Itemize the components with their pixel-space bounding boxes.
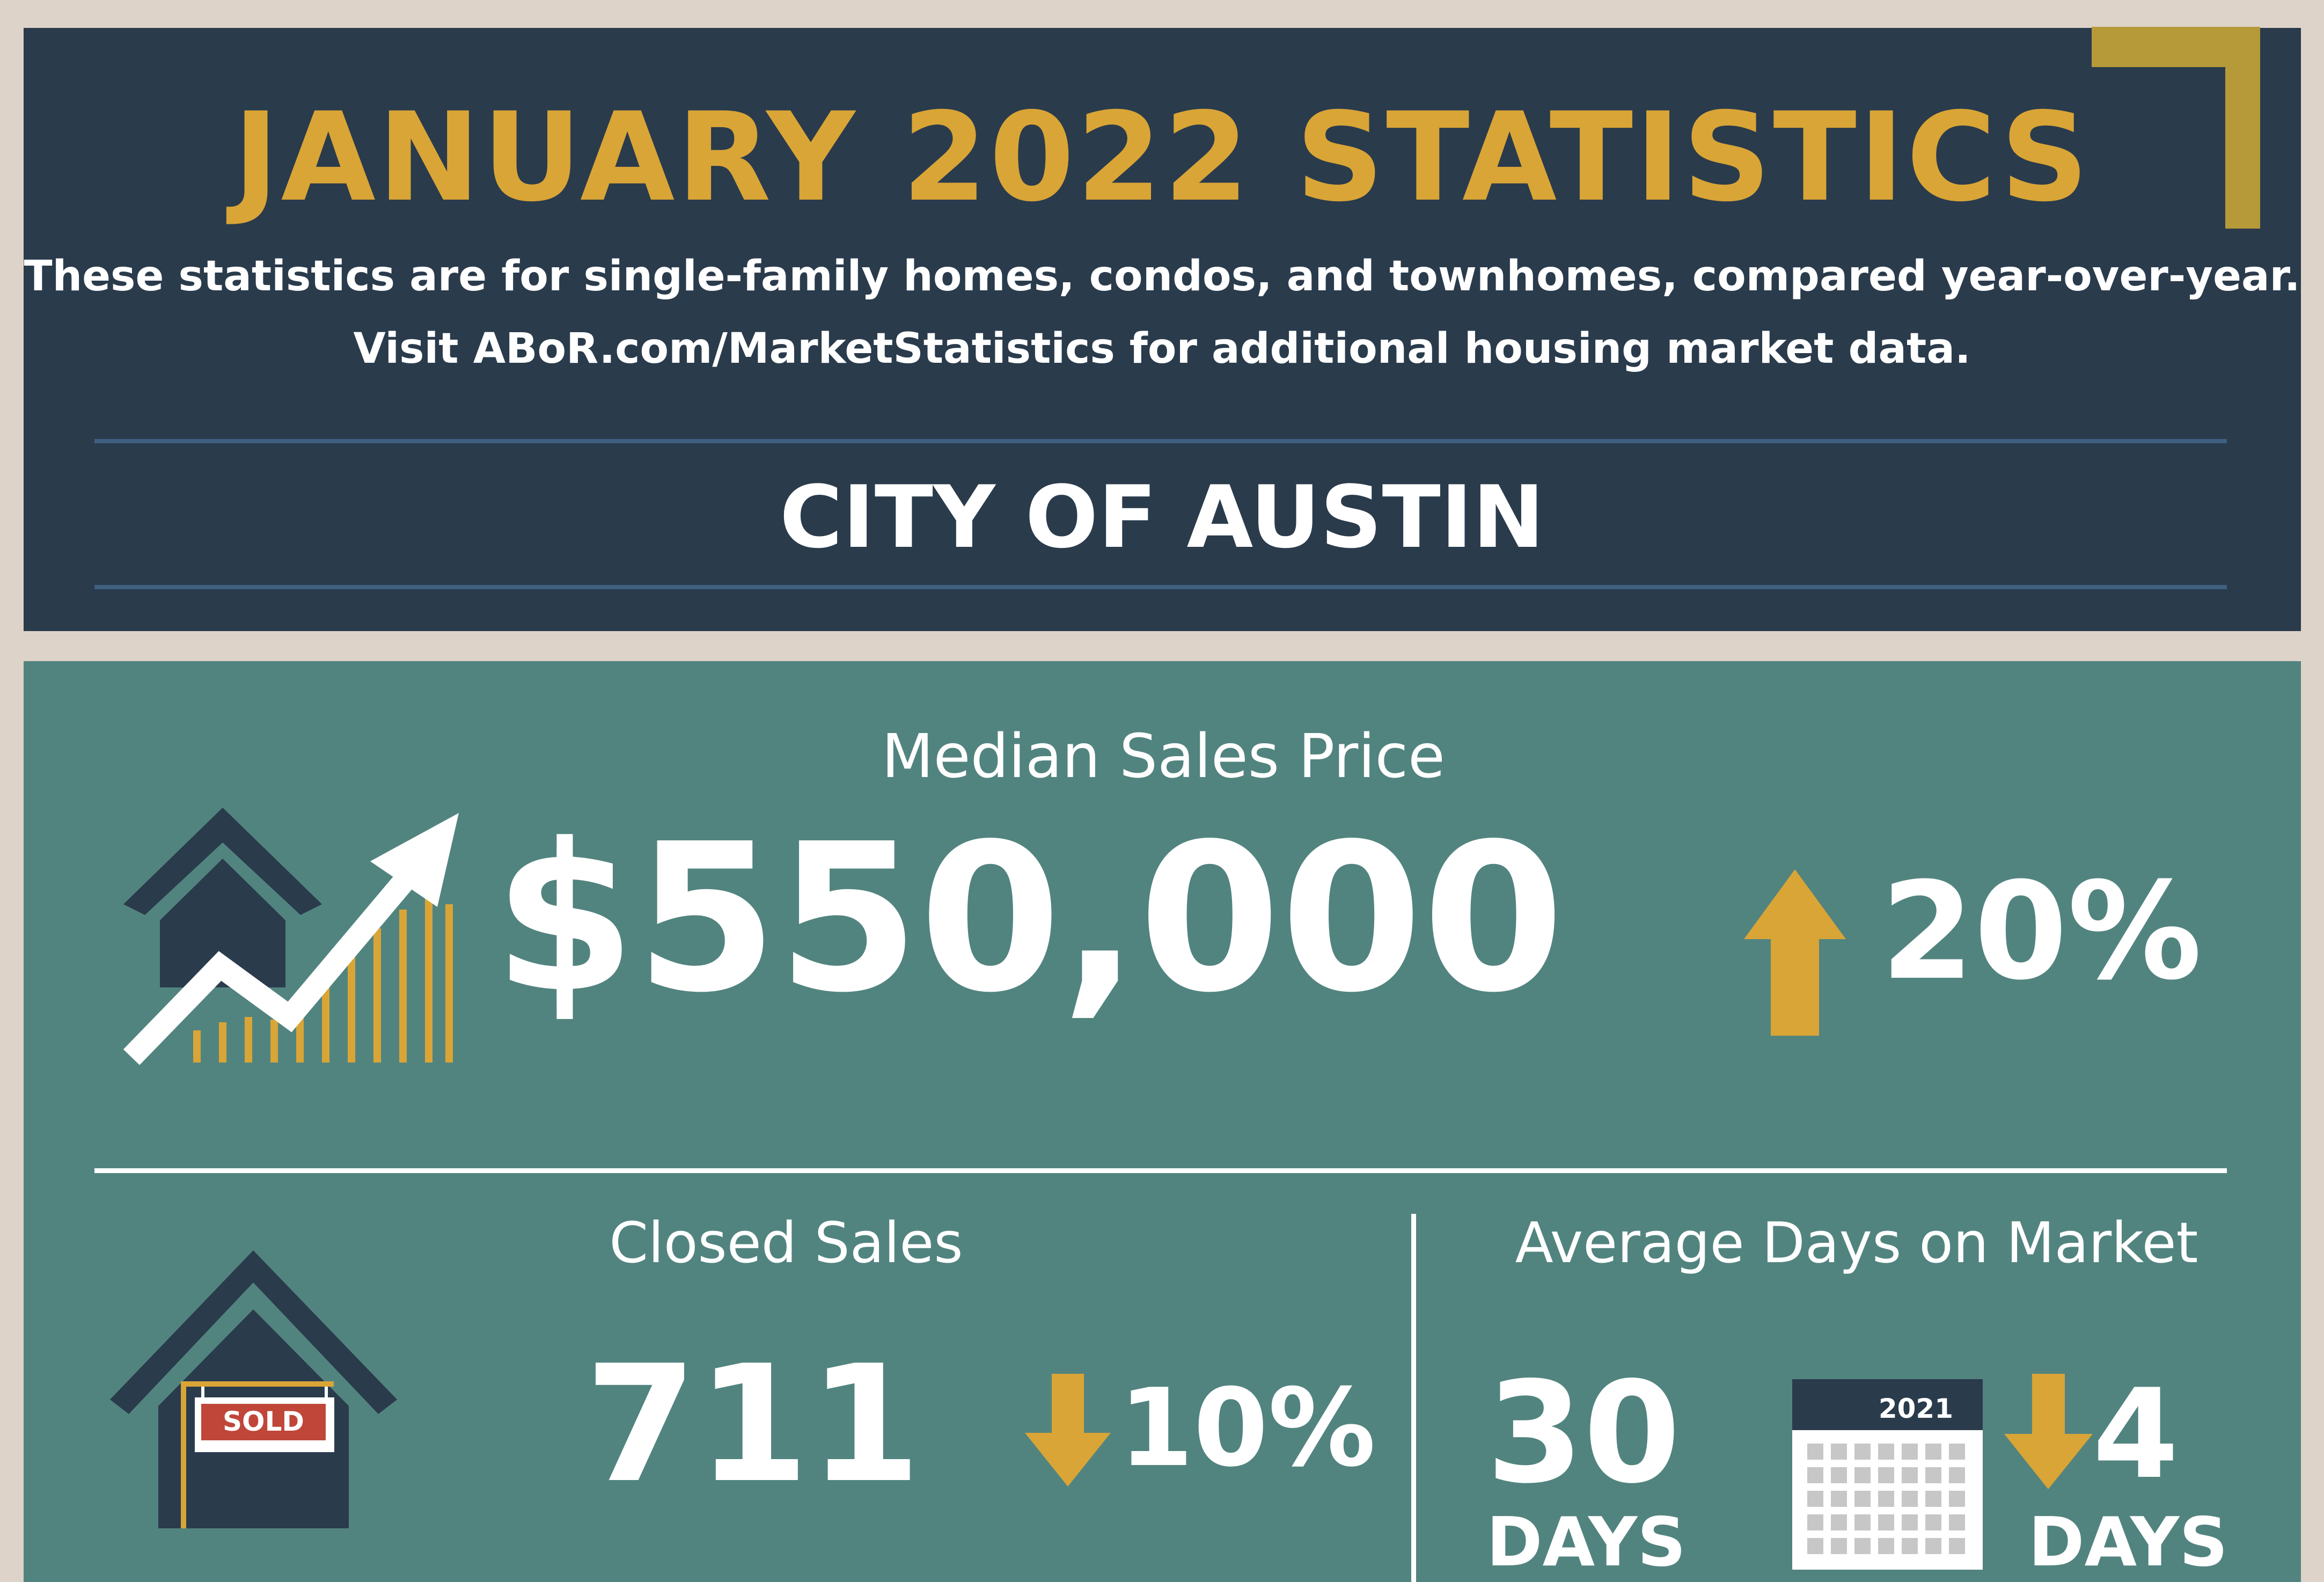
calendar-day-cell (1878, 1538, 1894, 1554)
closed-sales-value: 711 (585, 1331, 921, 1518)
median-sales-price-change: 20% (1881, 853, 2202, 1009)
median-sales-price-label: Median Sales Price (882, 722, 1445, 792)
header-panel (24, 28, 2301, 631)
median-sales-price-value: $550,000 (494, 800, 1565, 1037)
average-days-on-market-unit: DAYS (1486, 1503, 1687, 1581)
page-title: JANUARY 2022 STATISTICS (233, 86, 2091, 229)
calendar-day-cell (1854, 1467, 1871, 1483)
calendar-day-cell (1949, 1467, 1965, 1483)
region-title: CITY OF AUSTIN (779, 467, 1545, 567)
calendar-day-cell (1902, 1491, 1918, 1507)
calendar-day-cell (1831, 1491, 1847, 1507)
average-days-on-market-change: 4 (2093, 1363, 2179, 1506)
average-days-on-market-label: Average Days on Market (1515, 1210, 2198, 1276)
calendar-day-cell (1902, 1514, 1918, 1530)
arrow-down-icon (2004, 1374, 2093, 1489)
calendar-day-cell (1949, 1491, 1965, 1507)
calendar-day-cell (1807, 1514, 1823, 1530)
calendar-day-cell (1854, 1491, 1871, 1507)
calendar-day-cell (1831, 1538, 1847, 1554)
arrow-down-icon (1025, 1374, 1111, 1486)
calendar-day-cell (1902, 1538, 1918, 1554)
calendar-day-cell (1949, 1538, 1965, 1554)
subtitle-line-2: Visit ABoR.com/MarketStatistics for addi… (353, 325, 1971, 373)
calendar-day-cell (1854, 1514, 1871, 1530)
closed-sales-label: Closed Sales (609, 1210, 963, 1276)
subtitle-line-1: These statistics are for single-family h… (24, 252, 2300, 301)
arrow-up-icon (1744, 869, 1846, 1036)
calendar-day-cell (1925, 1467, 1941, 1483)
section-divider (94, 1168, 2227, 1173)
calendar-day-cell (1925, 1514, 1941, 1530)
calendar-day-cell (1925, 1444, 1941, 1460)
calendar-day-cell (1925, 1538, 1941, 1554)
calendar-day-cell (1902, 1467, 1918, 1483)
calendar-day-cell (1807, 1491, 1823, 1507)
calendar-day-cell (1831, 1467, 1847, 1483)
sold-sign-text: SOLD (223, 1406, 304, 1437)
calendar-icon: 2021 (1792, 1379, 1983, 1570)
calendar-day-cell (1807, 1444, 1823, 1460)
house-growth-chart-icon (123, 808, 459, 1065)
calendar-day-cell (1807, 1538, 1823, 1554)
calendar-day-cell (1854, 1538, 1871, 1554)
calendar-day-cell (1831, 1444, 1847, 1460)
divider-bottom (94, 585, 2227, 589)
sold-house-icon: SOLD (110, 1250, 397, 1528)
closed-sales-change: 10% (1119, 1366, 1376, 1491)
divider-top (94, 439, 2227, 443)
calendar-day-cell (1807, 1467, 1823, 1483)
calendar-day-cell (1949, 1444, 1965, 1460)
calendar-day-cell (1831, 1514, 1847, 1530)
calendar-day-cell (1925, 1491, 1941, 1507)
average-days-on-market-value: 30 (1486, 1352, 1681, 1514)
calendar-day-cell (1878, 1467, 1894, 1483)
column-divider (1411, 1214, 1416, 1582)
calendar-day-cell (1878, 1491, 1894, 1507)
calendar-day-cell (1878, 1514, 1894, 1530)
calendar-day-cell (1949, 1514, 1965, 1530)
corner-accent-vertical (2225, 27, 2260, 229)
calendar-day-cell (1854, 1444, 1871, 1460)
average-days-on-market-change-unit: DAYS (2028, 1503, 2228, 1581)
calendar-day-cell (1878, 1444, 1894, 1460)
calendar-day-cell (1902, 1444, 1918, 1460)
calendar-year: 2021 (1879, 1393, 1953, 1424)
